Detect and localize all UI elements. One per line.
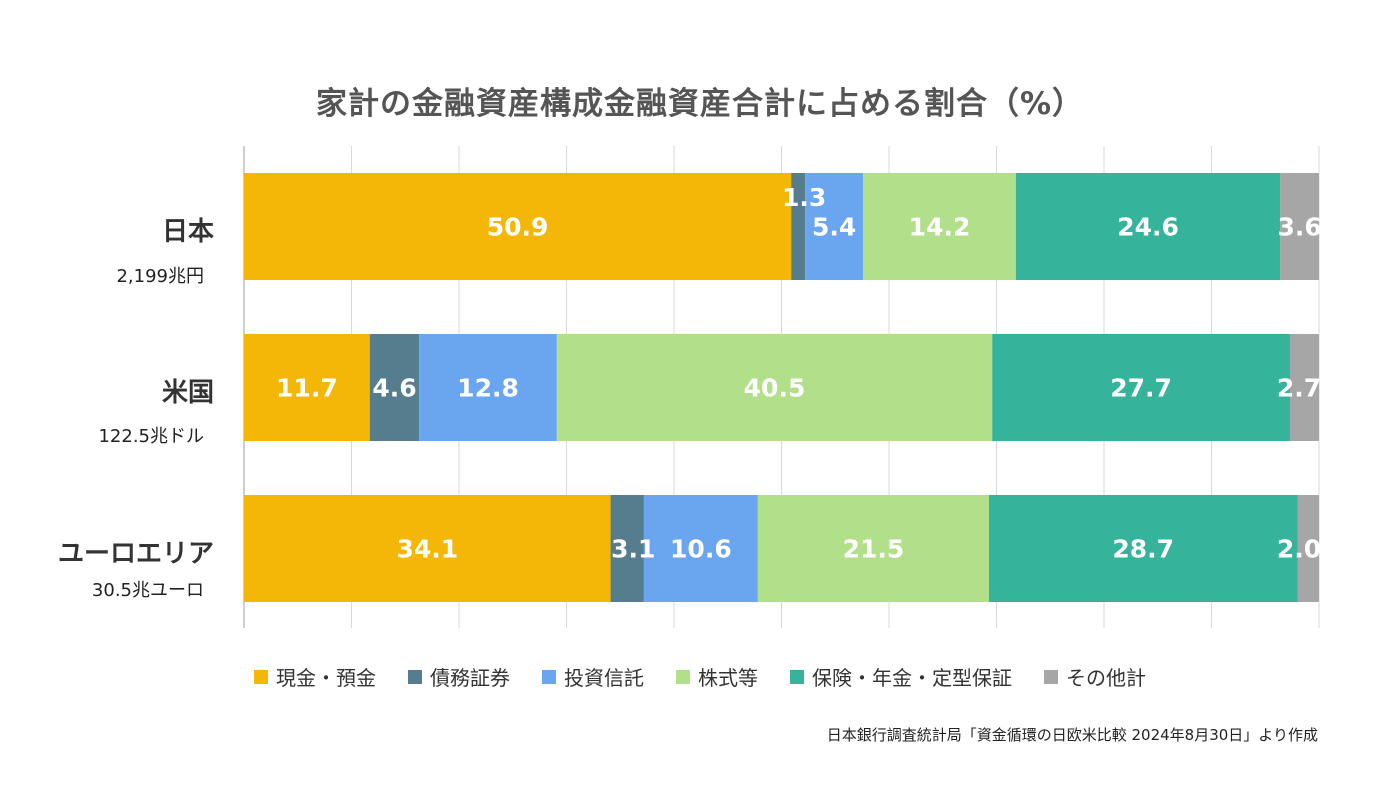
legend-label: 現金・預金 [276,666,376,690]
legend-item-equities: 株式等 [676,662,758,691]
legend-swatch [408,669,422,684]
legend-label: 投資信託 [564,666,644,690]
data-label: 3.6 [1278,213,1322,242]
legend-item-insurance-pension: 保険・年金・定型保証 [790,662,1012,691]
legend-label: 株式等 [698,666,758,690]
data-label: 5.4 [812,213,856,242]
legend: 現金・預金 債務証券 投資信託 株式等 保険・年金・定型保証 その他計 [0,662,1400,691]
bar-segment [992,334,1290,441]
bar-segment [419,334,557,441]
bar-segment [244,334,370,441]
legend-swatch [542,669,556,684]
data-label: 4.6 [372,374,416,403]
category-subtitle-japan: 2,199兆円 [116,266,204,287]
bar-segment [757,495,989,602]
data-label: 12.8 [457,374,519,403]
bar-segment [1015,173,1281,280]
data-label: 11.7 [276,374,338,403]
legend-label: その他計 [1066,666,1146,690]
bar-segment [805,173,864,280]
bar-segment [1289,334,1319,441]
source-note: 日本銀行調査統計局「資金循環の日欧米比較 2024年8月30日」より作成 [826,726,1318,744]
category-label-us: 米国 [161,378,214,408]
bar-segment [556,334,993,441]
legend-swatch [254,669,268,684]
data-label: 3.1 [611,535,655,564]
category-subtitle-us: 122.5兆ドル [98,426,204,447]
bar-segment [643,495,758,602]
legend-swatch [1044,669,1058,684]
chart-title: 家計の金融資産構成金融資産合計に占める割合（%） [315,86,1085,122]
data-label: 40.5 [744,374,806,403]
data-label: 28.7 [1112,535,1174,564]
bar-segment [244,495,611,602]
bar-segment [988,495,1298,602]
legend-swatch [790,669,804,684]
legend-label: 保険・年金・定型保証 [812,666,1012,690]
legend-item-cash-deposits: 現金・預金 [254,662,376,691]
bar-segment [791,173,806,280]
bar-segment [1297,495,1319,602]
bar-segment [863,173,1016,280]
legend-swatch [676,669,690,684]
legend-item-investment-trusts: 投資信託 [542,662,644,691]
category-label-euro-area: ユーロエリア [57,539,214,569]
bar-segment [1280,173,1319,280]
category-subtitle-euro-area: 30.5兆ユーロ [91,580,204,601]
legend-label: 債務証券 [430,666,510,690]
data-label: 24.6 [1117,213,1179,242]
data-label: 50.9 [487,213,549,242]
bar-segment [244,173,792,280]
bar-segment [610,495,644,602]
data-label: 10.6 [670,535,732,564]
data-label: 27.7 [1110,374,1172,403]
data-label: 21.5 [843,535,905,564]
data-label: 2.0 [1277,535,1321,564]
data-label: 14.2 [909,213,971,242]
legend-item-others: その他計 [1044,662,1146,691]
legend-item-debt-securities: 債務証券 [408,662,510,691]
bar-segment [369,334,420,441]
data-label: 2.7 [1277,374,1321,403]
data-label: 34.1 [396,535,458,564]
category-label-japan: 日本 [161,217,214,247]
data-label: 1.3 [782,183,826,212]
